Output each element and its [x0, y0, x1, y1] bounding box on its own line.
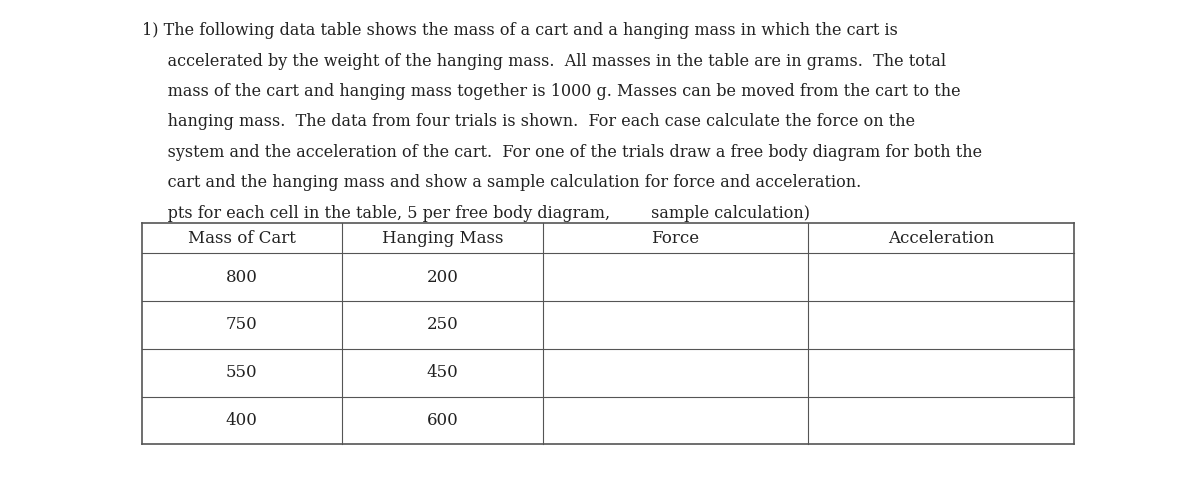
- Text: Hanging Mass: Hanging Mass: [382, 230, 503, 247]
- Text: 750: 750: [226, 316, 258, 333]
- Text: hanging mass.  The data from four trials is shown.  For each case calculate the : hanging mass. The data from four trials …: [142, 113, 914, 131]
- Text: Acceleration: Acceleration: [888, 230, 995, 247]
- Text: 400: 400: [226, 412, 258, 429]
- Text: 450: 450: [426, 364, 458, 381]
- Text: system and the acceleration of the cart.  For one of the trials draw a free body: system and the acceleration of the cart.…: [142, 144, 982, 161]
- Text: 550: 550: [226, 364, 258, 381]
- Text: 800: 800: [226, 269, 258, 286]
- Text: 1) The following data table shows the mass of a cart and a hanging mass in which: 1) The following data table shows the ma…: [142, 22, 898, 39]
- Text: cart and the hanging mass and show a sample calculation for force and accelerati: cart and the hanging mass and show a sam…: [142, 174, 860, 191]
- Text: Mass of Cart: Mass of Cart: [188, 230, 295, 247]
- Text: pts for each cell in the table, 5 per free body diagram,        sample calculati: pts for each cell in the table, 5 per fr…: [142, 205, 810, 222]
- Text: 600: 600: [426, 412, 458, 429]
- Text: 250: 250: [426, 316, 458, 333]
- Text: accelerated by the weight of the hanging mass.  All masses in the table are in g: accelerated by the weight of the hanging…: [142, 53, 946, 70]
- Text: mass of the cart and hanging mass together is 1000 g. Masses can be moved from t: mass of the cart and hanging mass togeth…: [142, 83, 960, 100]
- Text: 200: 200: [426, 269, 458, 286]
- Text: Force: Force: [652, 230, 700, 247]
